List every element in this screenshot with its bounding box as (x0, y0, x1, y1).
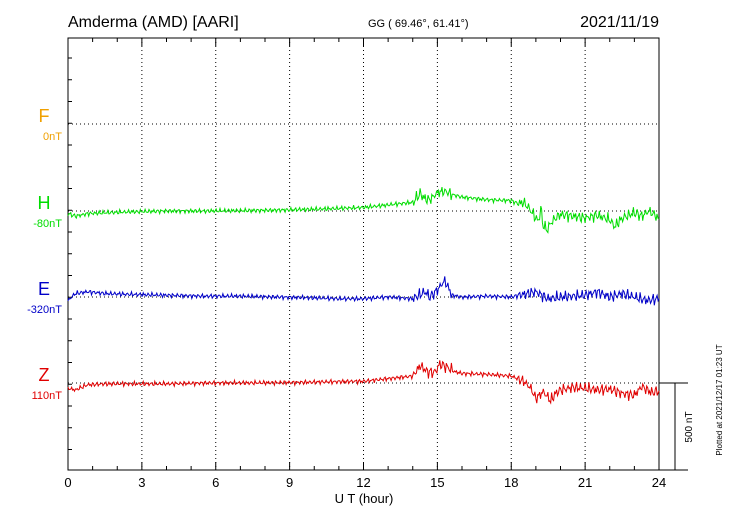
series-name-E: E (38, 279, 50, 299)
series-baseline-Z: 110nT (32, 390, 63, 402)
station-coordinates: GG ( 69.46°, 61.41°) (368, 18, 469, 30)
x-tick-label: 9 (286, 475, 293, 490)
axis-ticks (67, 38, 660, 470)
x-tick-label: 3 (138, 475, 145, 490)
x-tick-label: 21 (578, 475, 592, 490)
series-line-Z (67, 360, 660, 405)
x-tick-label: 24 (652, 475, 666, 490)
x-axis-label: U T (hour) (335, 491, 394, 506)
series-baseline-E: -320nT (27, 304, 62, 316)
series-line-H (67, 186, 660, 234)
series-baseline-F: 0nT (43, 131, 62, 143)
x-tick-label: 0 (64, 475, 71, 490)
chart-date: 2021/11/19 (580, 14, 659, 31)
series-line-E (67, 276, 660, 306)
series-name-H: H (38, 193, 51, 213)
grid-lines (68, 38, 659, 470)
series-labels: F 0nT H -80nT E -320nT Z 110nT (27, 106, 62, 402)
x-tick-label: 6 (212, 475, 219, 490)
scale-bar: 500 nT (659, 382, 695, 471)
series-lines (67, 186, 660, 405)
chart-title: Amderma (AMD) [AARI] (68, 14, 239, 31)
x-tick-labels: 0 3 6 9 12 15 18 21 24 (64, 475, 666, 490)
x-tick-label: 15 (430, 475, 444, 490)
scale-bar-label: 500 nT (684, 411, 695, 442)
x-tick-label: 18 (504, 475, 518, 490)
series-baseline-H: -80nT (33, 218, 62, 230)
plotted-at-note: Plotted at 2021/12/17 01:23 UT (715, 344, 724, 455)
series-name-Z: Z (39, 365, 50, 385)
x-tick-label: 12 (356, 475, 370, 490)
series-name-F: F (39, 106, 50, 126)
